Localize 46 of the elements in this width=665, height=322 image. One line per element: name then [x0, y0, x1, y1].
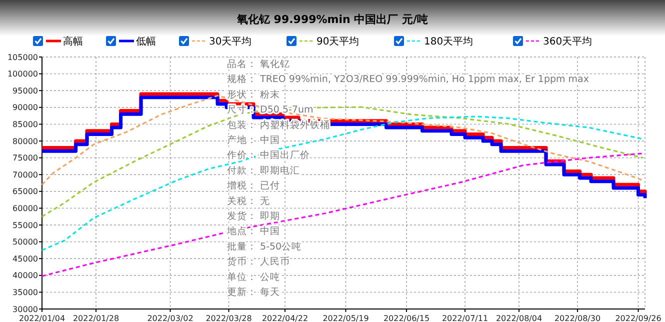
x-tick-label: 2022/05/19 [322, 314, 369, 322]
y-tick-label: 60000 [12, 204, 38, 213]
x-tick-label: 2022/01/04 [18, 314, 66, 322]
line-series [41, 116, 644, 251]
x-tick-label: 2022/03/28 [206, 314, 252, 322]
legend-label: 低幅 [136, 36, 156, 48]
y-tick-label: 80000 [12, 136, 38, 146]
annotation: 关税： 无 [227, 194, 270, 207]
y-tick-label: 100000 [7, 70, 38, 79]
legend-label: 360天平均 [543, 36, 592, 48]
y-tick-label: 90000 [12, 103, 38, 112]
annotation: 发货： 即期 [227, 210, 280, 222]
x-tick-label: 2022/07/11 [442, 314, 488, 322]
annotation: 品名： 氧化钇 [227, 58, 290, 70]
chart-title: 氧化钇 99.999%min 中国出厂 元/吨 [236, 13, 428, 26]
legend-label: 180天平均 [424, 36, 474, 48]
legend-label: 高幅 [63, 36, 83, 48]
legend-label: 90天平均 [316, 36, 360, 48]
y-tick-label: 50000 [12, 238, 38, 247]
annotation: 形状： 粉末 [227, 88, 280, 100]
y-tick-label: 35000 [12, 288, 38, 297]
annotation: 产地： 中国 [227, 134, 280, 146]
annotation: 付款： 即期电汇 [227, 164, 300, 176]
x-tick-label: 2022/03/02 [147, 314, 194, 322]
y-tick-label: 75000 [12, 154, 38, 163]
y-tick-label: 70000 [12, 170, 38, 180]
y-tick-label: 45000 [12, 254, 38, 264]
y-tick-label: 65000 [12, 187, 38, 196]
y-tick-label: 105000 [7, 52, 38, 62]
annotation: 规格： TREO 99%min, Y2O3/REO 99.999%min, Ho 1ppm max, Er 1ppm max [227, 73, 590, 86]
x-tick-label: 2022/06/15 [383, 314, 430, 322]
y-tick-label: 95000 [12, 86, 38, 96]
x-tick-label: 2022/09/26 [615, 314, 662, 322]
annotation: 批量： 5-50公吨 [227, 240, 302, 252]
annotation: 货币： 人民币 [227, 256, 290, 268]
annotation: 增税： 已付 [226, 180, 280, 192]
y-tick-label: 85000 [12, 120, 38, 129]
y-tick-label: 30000 [12, 304, 38, 314]
x-tick-label: 2022/01/28 [72, 314, 120, 322]
legend-label: 30天平均 [209, 36, 252, 48]
x-tick-label: 2022/08/04 [496, 314, 542, 322]
y-tick-label: 40000 [12, 271, 38, 280]
annotation: 更新： 每天 [227, 286, 280, 298]
x-tick-label: 2022/08/30 [554, 314, 601, 322]
y-tick-label: 55000 [12, 220, 38, 230]
x-tick-label: 2022/04/22 [262, 314, 308, 322]
